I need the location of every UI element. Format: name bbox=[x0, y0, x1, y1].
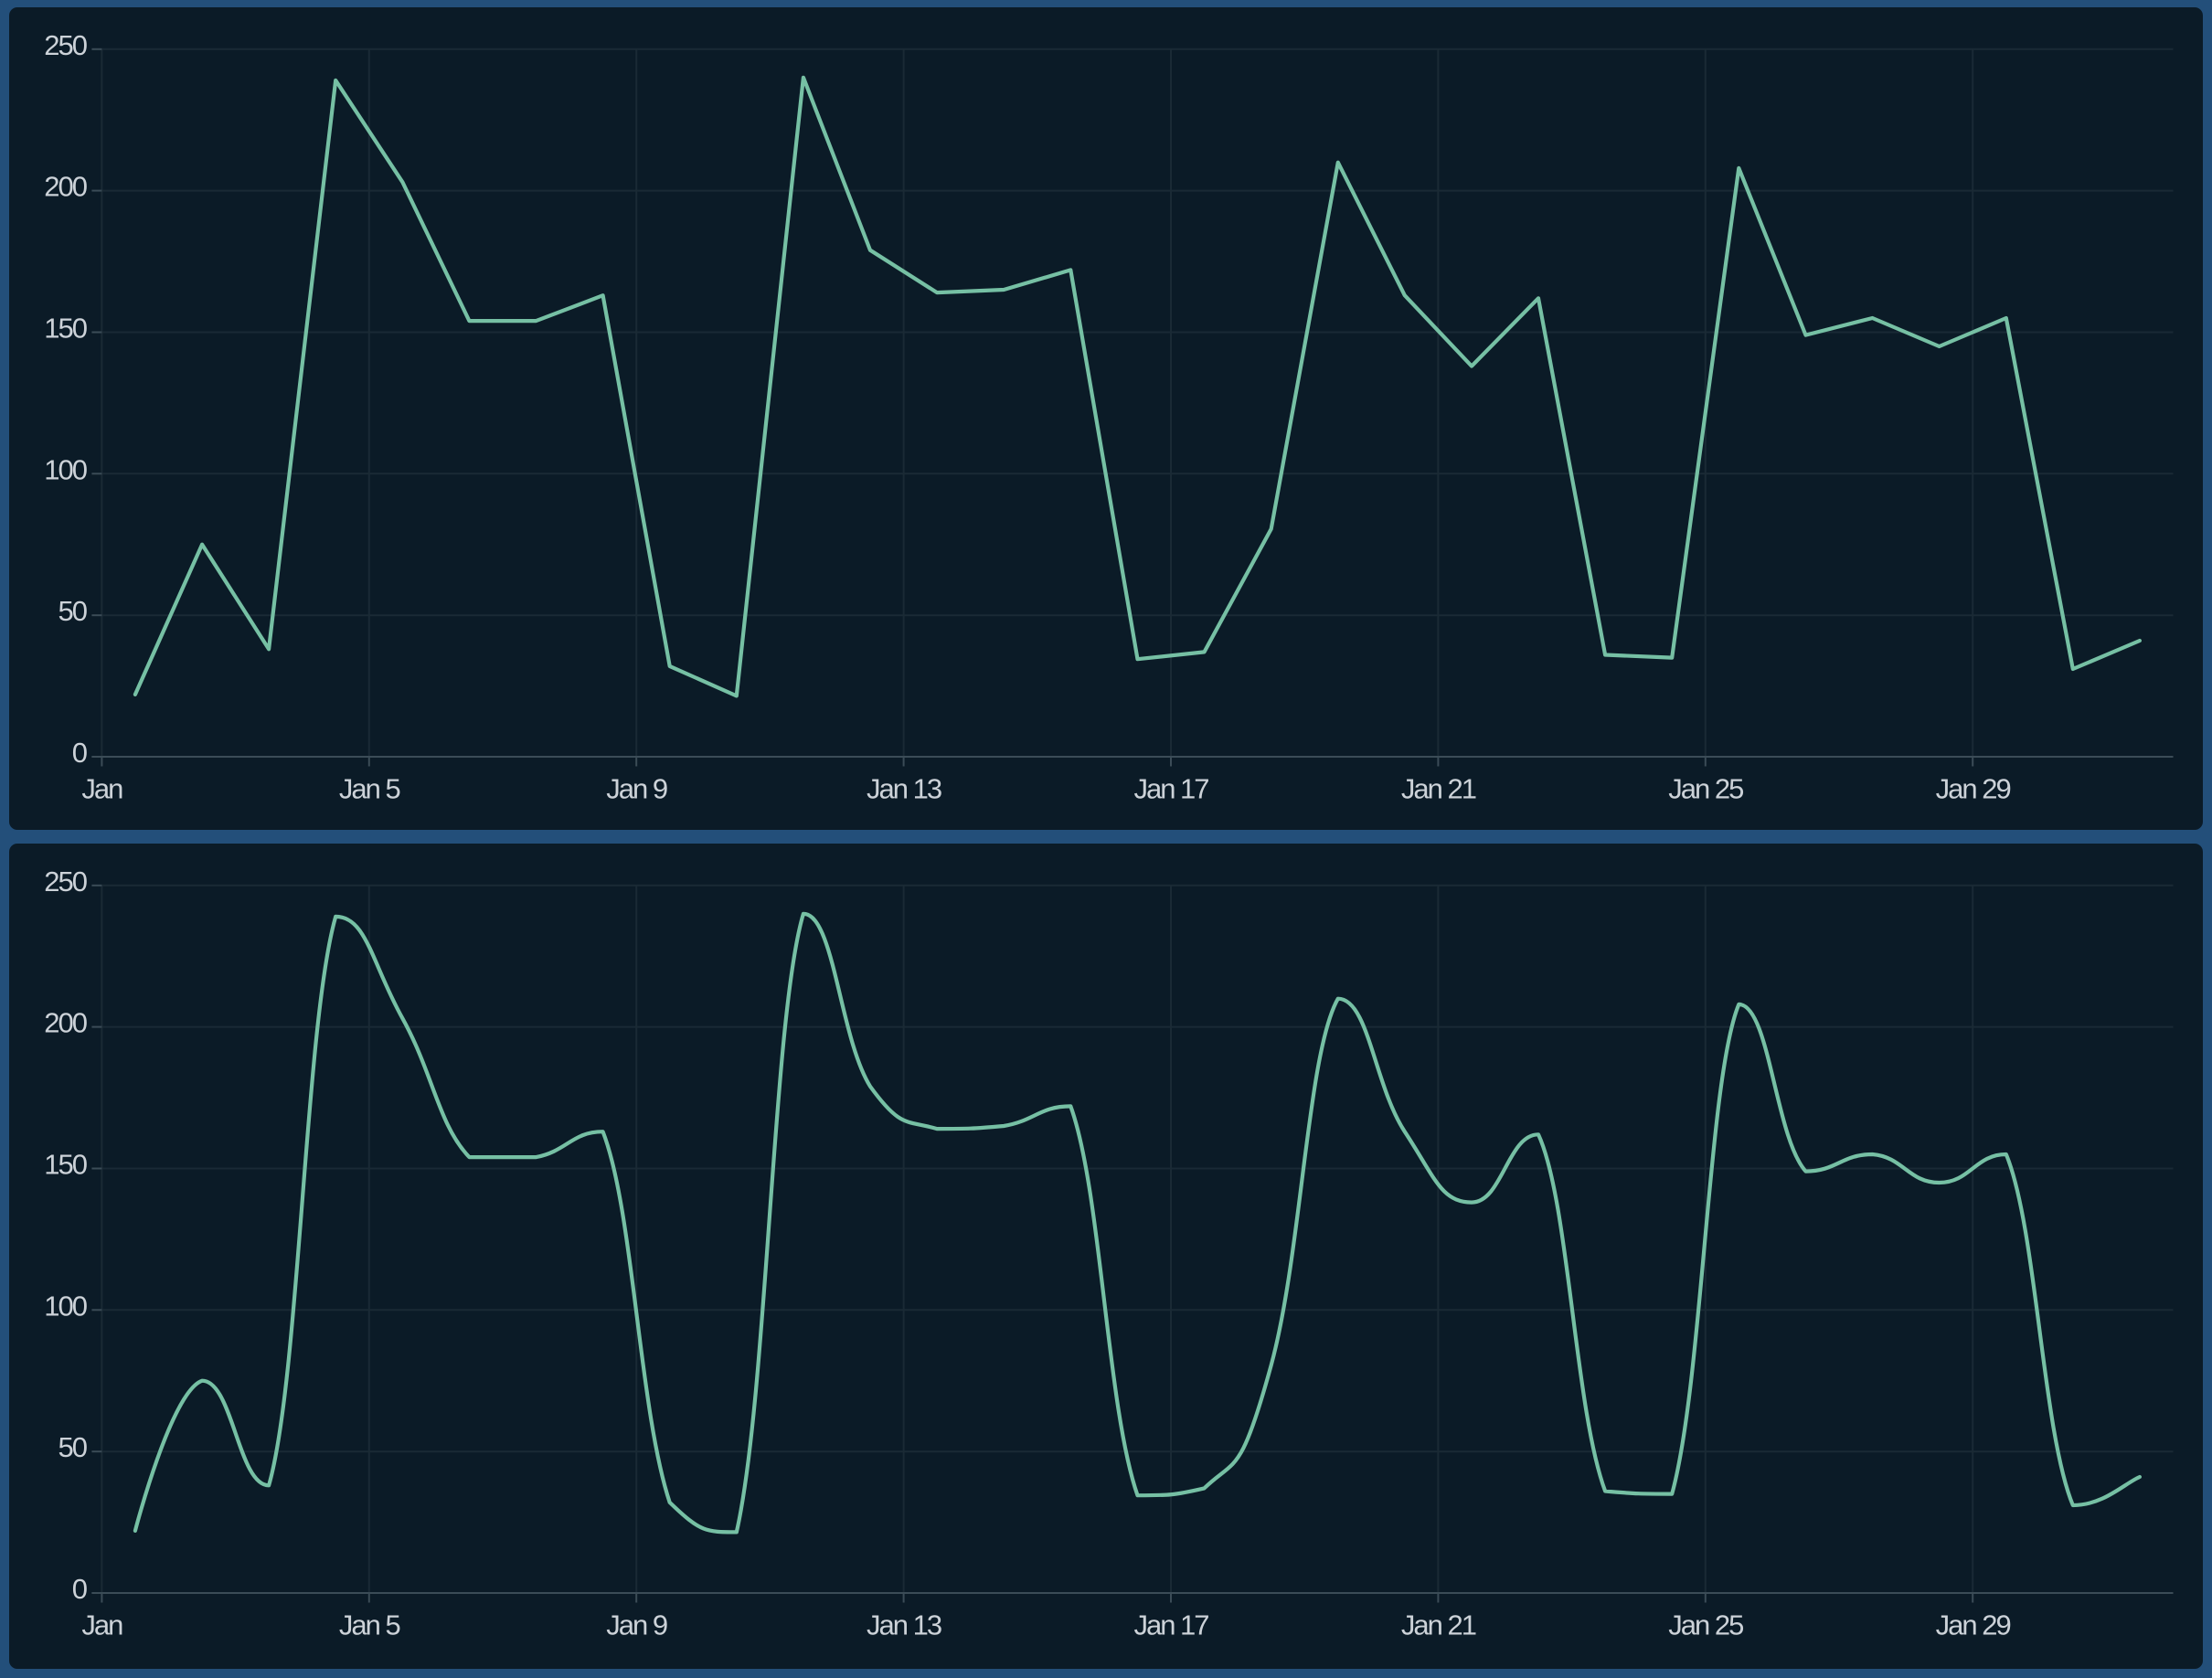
svg-text:150: 150 bbox=[44, 1149, 87, 1181]
svg-text:Jan 5: Jan 5 bbox=[339, 773, 400, 805]
svg-text:Jan 9: Jan 9 bbox=[606, 1609, 667, 1641]
svg-text:Jan 21: Jan 21 bbox=[1401, 1609, 1476, 1641]
svg-text:0: 0 bbox=[72, 737, 88, 769]
svg-text:Jan 29: Jan 29 bbox=[1936, 773, 2011, 805]
svg-text:Jan 13: Jan 13 bbox=[867, 1609, 941, 1641]
svg-text:Jan 9: Jan 9 bbox=[606, 773, 667, 805]
svg-text:Jan 5: Jan 5 bbox=[339, 1609, 400, 1641]
svg-text:200: 200 bbox=[44, 171, 87, 203]
svg-text:100: 100 bbox=[44, 453, 87, 485]
svg-text:Jan 21: Jan 21 bbox=[1401, 773, 1476, 805]
svg-text:200: 200 bbox=[44, 1007, 87, 1039]
svg-text:Jan: Jan bbox=[81, 1609, 122, 1641]
svg-text:Jan 29: Jan 29 bbox=[1936, 1609, 2011, 1641]
svg-text:0: 0 bbox=[72, 1573, 88, 1605]
svg-text:250: 250 bbox=[44, 866, 87, 897]
svg-text:100: 100 bbox=[44, 1290, 87, 1322]
svg-text:Jan 25: Jan 25 bbox=[1668, 773, 1743, 805]
svg-text:Jan 25: Jan 25 bbox=[1668, 1609, 1743, 1641]
svg-text:Jan 13: Jan 13 bbox=[867, 773, 941, 805]
svg-text:Jan 17: Jan 17 bbox=[1133, 773, 1208, 805]
svg-text:50: 50 bbox=[58, 1431, 88, 1463]
svg-text:250: 250 bbox=[44, 29, 87, 61]
svg-text:50: 50 bbox=[58, 595, 88, 627]
svg-text:150: 150 bbox=[44, 313, 87, 345]
svg-text:Jan 17: Jan 17 bbox=[1133, 1609, 1208, 1641]
svg-text:Jan: Jan bbox=[81, 773, 122, 805]
